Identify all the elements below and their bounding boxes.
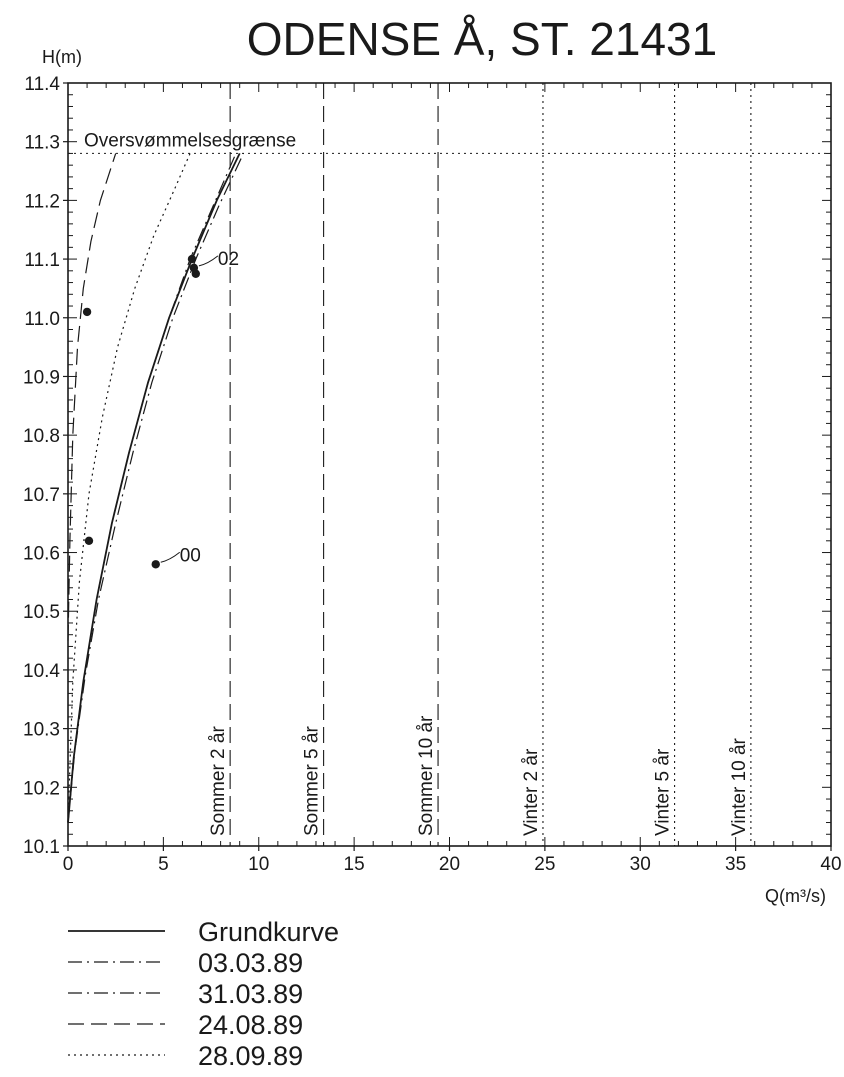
measurement-point — [191, 269, 201, 278]
legend-label: 03.03.89 — [198, 948, 303, 978]
series-line — [67, 153, 241, 823]
reference-line-label: Vinter 5 år — [653, 748, 674, 836]
reference-lines: Oversvømmelsesgrænse Sommer 2 år Sommer 5 … — [68, 83, 831, 846]
annotation-label: 00 — [180, 545, 201, 566]
legend-label: Grundkurve — [198, 917, 339, 947]
series-line — [67, 153, 117, 641]
annotation-label: 02 — [218, 249, 239, 270]
y-axis-label: H(m) — [42, 47, 82, 67]
x-tick-label: 0 — [63, 854, 74, 875]
y-tick-label: 11.3 — [24, 133, 60, 154]
measurement-points: 00 02 — [82, 249, 239, 569]
legend-label: 31.03.89 — [198, 979, 303, 1009]
chart-title: ODENSE Å, ST. 21431 — [247, 13, 717, 65]
legend-label: 24.08.89 — [198, 1010, 303, 1040]
measurement-point — [151, 560, 160, 569]
reference-line-label: Vinter 10 år — [729, 737, 750, 836]
flood-limit-label: Oversvømmelsesgrænse — [84, 130, 296, 151]
measurement-point — [84, 536, 94, 545]
reference-line-label: Sommer 2 år — [208, 726, 229, 836]
reference-line-label: Sommer 5 år — [302, 726, 323, 836]
y-tick-label: 10.5 — [23, 602, 60, 623]
x-tick-label: 15 — [344, 854, 365, 875]
x-tick-label: 25 — [534, 854, 555, 875]
measurement-point — [82, 307, 92, 317]
annotation-leader — [198, 255, 219, 267]
x-tick-label: 35 — [725, 854, 746, 875]
y-tick-label: 10.3 — [23, 720, 60, 741]
x-axis-label: Q(m³/s) — [765, 886, 826, 906]
y-tick-label: 10.1 — [23, 837, 60, 858]
y-tick-label: 11.0 — [24, 309, 60, 330]
series-line — [67, 153, 245, 823]
x-tick-label: 40 — [820, 854, 841, 875]
x-tick-label: 30 — [630, 854, 651, 875]
y-tick-label: 10.7 — [23, 485, 60, 506]
annotation-leader — [160, 551, 181, 563]
y-tick-label: 11.1 — [24, 250, 60, 271]
y-tick-label: 10.4 — [23, 661, 60, 682]
y-tick-label: 10.8 — [23, 426, 60, 447]
plot-frame — [67, 82, 832, 847]
y-tick-label: 10.6 — [23, 544, 60, 565]
legend-label: 28.09.89 — [198, 1041, 303, 1071]
x-tick-label: 20 — [439, 854, 460, 875]
y-tick-label: 10.9 — [23, 367, 60, 388]
y-tick-label: 11.4 — [24, 74, 60, 95]
x-tick-label: 10 — [248, 854, 269, 875]
measurement-point — [187, 254, 197, 264]
y-tick-label: 10.2 — [23, 778, 60, 799]
reference-line-label: Vinter 2 år — [521, 748, 542, 836]
series-line — [67, 153, 237, 823]
legend: Grundkurve03.03.8931.03.8924.08.8928.09.… — [68, 917, 339, 1071]
series-line — [67, 153, 191, 823]
reference-line-label: Sommer 10 år — [416, 715, 437, 836]
rating-curves — [67, 153, 245, 823]
axis-ticks: 0 5 10 15 20 25 30 35 40 10.1 10.2 10.3 10.4 10.5 10.6… — [23, 74, 842, 875]
x-tick-label: 5 — [158, 854, 169, 875]
y-tick-label: 11.2 — [24, 191, 60, 212]
